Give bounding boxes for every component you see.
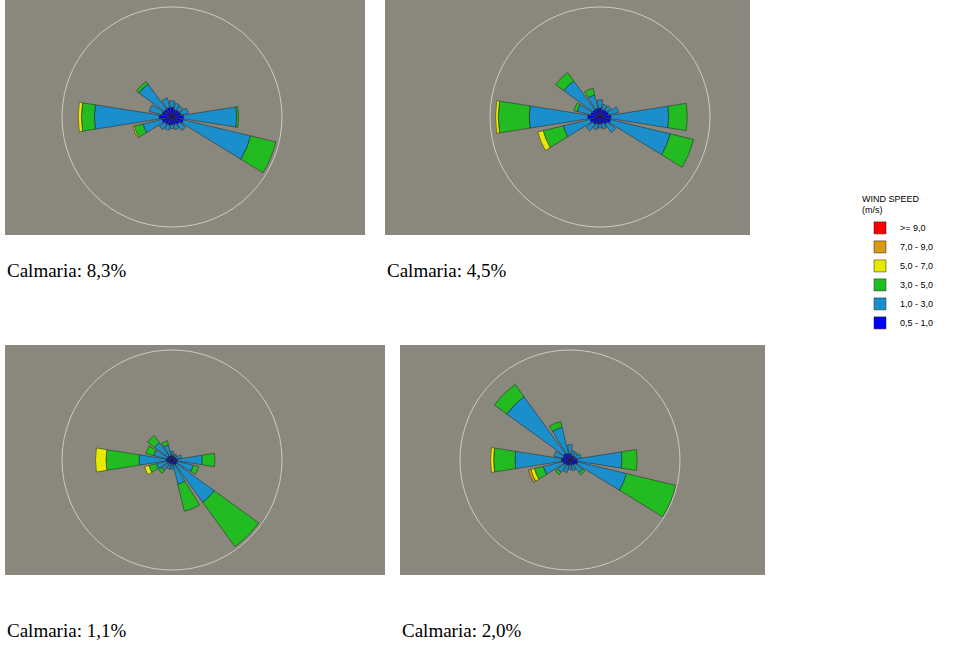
svg-text:3,0 - 5,0: 3,0 - 5,0 — [900, 280, 933, 290]
svg-text:WIND SPEED(m/s): WIND SPEED(m/s) — [862, 194, 920, 216]
svg-text:Calmaria: 1,1%: Calmaria: 1,1% — [7, 620, 126, 641]
svg-text:7,0 - 9,0: 7,0 - 9,0 — [900, 242, 933, 252]
svg-text:5,0 - 7,0: 5,0 - 7,0 — [900, 261, 933, 271]
svg-text:1,0 - 3,0: 1,0 - 3,0 — [900, 299, 933, 309]
svg-text:>= 9,0: >= 9,0 — [900, 223, 926, 233]
svg-text:Calmaria: 8,3%: Calmaria: 8,3% — [7, 260, 126, 281]
svg-text:Calmaria: 4,5%: Calmaria: 4,5% — [387, 260, 506, 281]
svg-text:Calmaria: 2,0%: Calmaria: 2,0% — [402, 620, 521, 641]
svg-text:0,5 - 1,0: 0,5 - 1,0 — [900, 318, 933, 328]
